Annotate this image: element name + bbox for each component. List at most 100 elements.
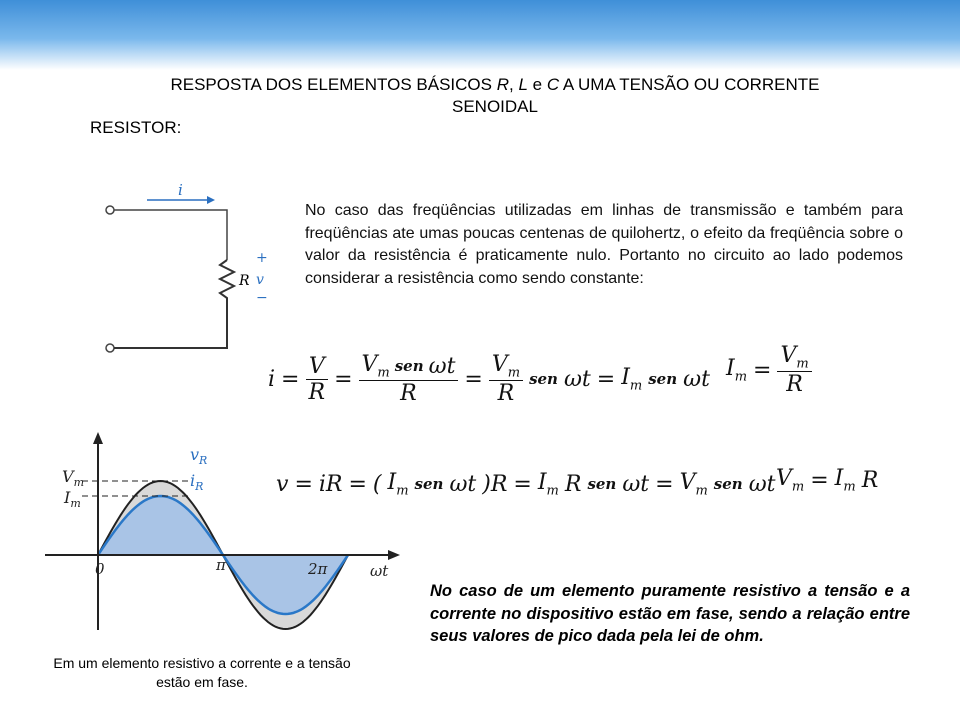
- math-token: ωt: [622, 471, 650, 497]
- math-token: (: [372, 471, 382, 497]
- symbol-subscript: m: [695, 483, 708, 499]
- math-token: =: [513, 471, 532, 497]
- equation: Vm = Im R: [776, 466, 878, 494]
- symbol-base: I: [726, 356, 735, 381]
- math-token: R: [786, 372, 803, 398]
- symbol-subscript: R: [194, 480, 203, 493]
- fraction: Vm sen ωt R: [358, 352, 459, 406]
- math-token: sen: [394, 357, 424, 376]
- math-token: sen: [713, 475, 743, 494]
- minus: −: [256, 290, 268, 306]
- math-token: =: [810, 467, 829, 493]
- math-token: sen: [529, 370, 558, 389]
- math-symbol: Im: [538, 470, 559, 498]
- symbol-base: V: [776, 466, 792, 491]
- arrow-head: [388, 550, 400, 560]
- symbol-subscript: m: [70, 497, 80, 510]
- symbol-subscript: m: [546, 483, 559, 499]
- symbol-base: I: [834, 466, 844, 491]
- slide-title: RESPOSTA DOS ELEMENTOS BÁSICOS R, L e C …: [130, 74, 860, 118]
- symbol-subscript: m: [734, 369, 748, 385]
- symbol-subscript: m: [396, 483, 409, 499]
- symbol-subscript: R: [198, 454, 207, 467]
- plus: +: [256, 250, 268, 266]
- math-token: R: [400, 381, 417, 407]
- arrow-head: [93, 432, 103, 444]
- math-symbol: Vm: [362, 352, 390, 380]
- math-token: R: [308, 379, 326, 405]
- math-token: sen: [587, 475, 617, 494]
- math-symbol: Vm: [776, 466, 804, 494]
- symbol-base: V: [491, 352, 508, 377]
- math-symbol: Vm: [492, 352, 520, 380]
- numerator: Vm: [777, 343, 812, 373]
- math-token: =: [655, 471, 674, 497]
- vm-label: Vm: [62, 467, 84, 489]
- symbol-subscript: m: [843, 479, 856, 495]
- symbol-subscript: m: [796, 356, 809, 372]
- pi-label: π: [215, 556, 227, 574]
- symbol-subscript: m: [74, 476, 84, 489]
- fraction: Vm R: [488, 352, 524, 406]
- math-token: =: [596, 366, 616, 392]
- note: No caso de um elemento puramente resisti…: [430, 582, 910, 645]
- origin-label: 0: [95, 560, 105, 578]
- math-token: =: [281, 366, 300, 392]
- current-label: iR: [190, 471, 203, 493]
- wire: [114, 209, 228, 260]
- symbol-base: V: [62, 467, 75, 486]
- math-token: ωt: [683, 366, 710, 392]
- terminal: [105, 205, 115, 215]
- im-label: Im: [63, 488, 81, 510]
- math-token: ωt: [449, 471, 477, 497]
- math-symbol: Vm: [680, 470, 708, 498]
- math-token: =: [294, 471, 313, 497]
- voltage-label: vR: [190, 445, 207, 467]
- symbol-base: v: [190, 445, 199, 464]
- caption: Em um elemento resistivo a corrente e a …: [53, 655, 351, 690]
- title-part: A UMA TENSÃO OU CORRENTE SENOIDAL: [452, 75, 820, 116]
- denominator: R: [495, 381, 518, 406]
- symbol-subscript: m: [629, 378, 643, 394]
- numerator: Vm: [488, 352, 524, 382]
- resistor-label: R: [238, 273, 250, 289]
- circuit-diagram: i R + v −: [105, 181, 268, 353]
- equation: Im = Vm R: [726, 343, 812, 397]
- resistor: [114, 259, 237, 349]
- symbol-subscript: m: [507, 365, 521, 381]
- symbol-base: I: [387, 470, 397, 495]
- math-token: sen: [648, 370, 678, 389]
- math-token: =: [464, 366, 483, 392]
- math-token: R: [564, 471, 582, 497]
- fraction: Vm R: [777, 343, 812, 398]
- math-token: =: [348, 471, 367, 497]
- symbol-base: V: [780, 343, 797, 368]
- math-token: iR: [318, 471, 343, 497]
- symbol-subscript: m: [791, 479, 805, 495]
- title-part: ,: [509, 75, 519, 94]
- math-token: R: [861, 467, 879, 493]
- symbol-base: V: [679, 470, 696, 495]
- math-token: =: [753, 357, 772, 383]
- voltage-label: v: [256, 272, 264, 288]
- symbol-base: I: [537, 470, 547, 495]
- math-symbol: Im: [835, 466, 856, 494]
- terminal: [105, 343, 115, 353]
- title-part: R: [496, 75, 509, 94]
- math-token: R: [497, 381, 515, 407]
- title-part: e: [527, 75, 547, 94]
- current-label: i: [178, 181, 183, 199]
- paragraph: No caso das freqüências utilizadas em li…: [305, 202, 903, 287]
- denominator: R: [397, 381, 420, 406]
- math-token: sen: [414, 475, 444, 494]
- math-token: )R: [482, 471, 508, 497]
- title-part: C: [546, 75, 560, 94]
- math-token: V: [308, 353, 325, 379]
- section-label: RESISTOR:: [90, 118, 182, 137]
- symbol-base: I: [621, 365, 630, 390]
- arrow-head: [207, 196, 215, 204]
- math-token: ωt: [428, 353, 456, 379]
